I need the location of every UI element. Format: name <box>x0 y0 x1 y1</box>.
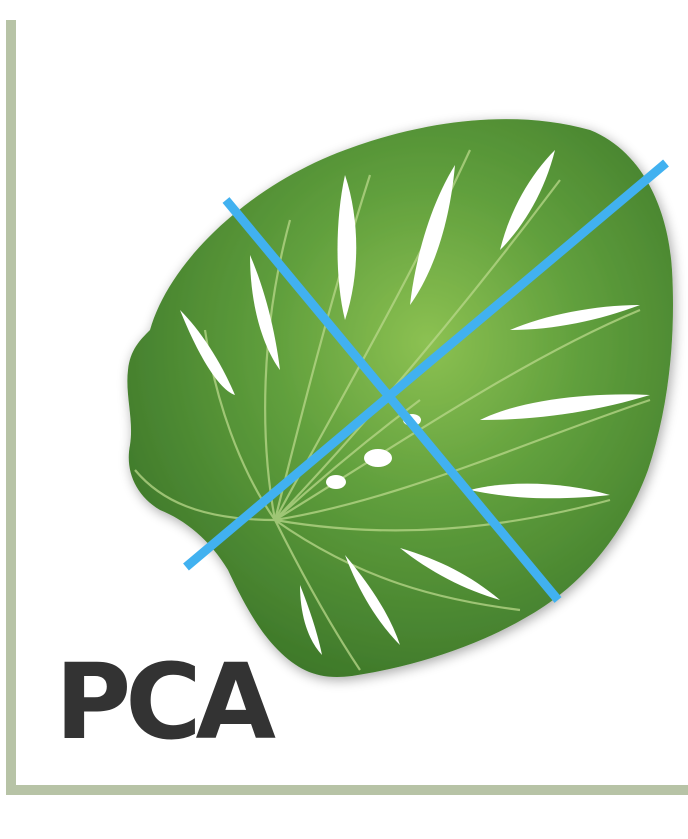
leaf-body <box>127 119 674 677</box>
frame-left-border <box>6 20 16 795</box>
leaf-holes <box>180 150 650 655</box>
principal-axis-line-1 <box>222 197 562 603</box>
principal-axis-line-2 <box>183 159 669 571</box>
monstera-leaf-icon <box>127 119 674 677</box>
frame-bottom-border <box>6 785 688 795</box>
pca-title: PCA <box>55 641 276 763</box>
